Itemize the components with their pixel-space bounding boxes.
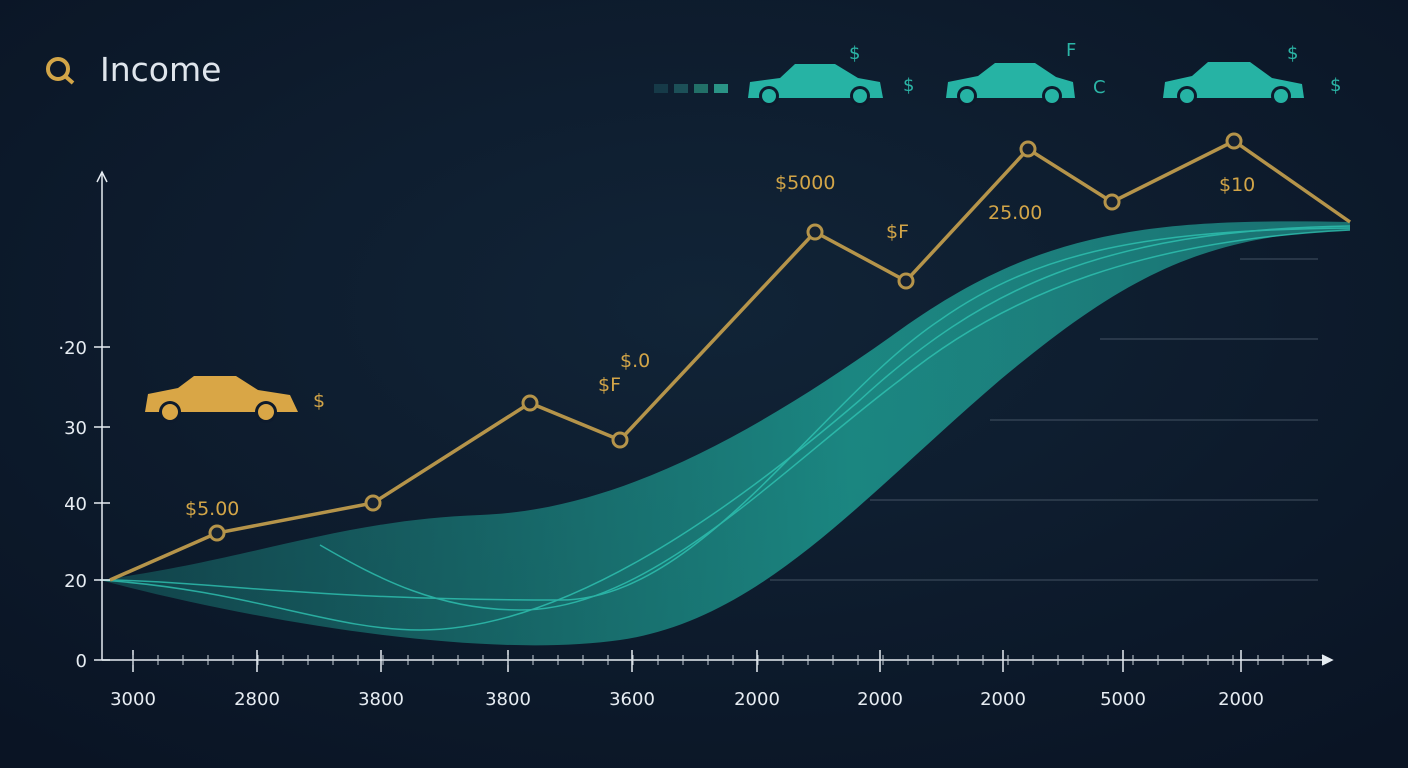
y-tick-label: 20 [64, 571, 87, 592]
x-tick-label: 3600 [609, 689, 655, 710]
x-tick-label: 2000 [734, 689, 780, 710]
teal-lines [99, 225, 1351, 631]
legend-label: C [1093, 77, 1106, 98]
annotation: 25.00 [988, 202, 1042, 224]
legend-dash [714, 84, 728, 93]
x-tick-label: 2800 [234, 689, 280, 710]
marker [1103, 193, 1121, 211]
teal-curve [319, 229, 1351, 611]
x-tick-label: 2000 [980, 689, 1026, 710]
legend-label: $ [903, 75, 914, 96]
search-icon-handle [63, 74, 75, 85]
grid [770, 258, 1318, 581]
y-tick-label: 40 [64, 494, 87, 515]
title: Income [100, 50, 221, 89]
annotation: $F [886, 221, 909, 243]
x-tick-label: 3000 [110, 689, 156, 710]
teal-curve [99, 225, 1351, 631]
marker [611, 431, 629, 449]
y-tick-label: 0 [76, 651, 87, 672]
y-tick-label: ·20 [58, 338, 87, 359]
gold-markers [208, 132, 1243, 542]
x-tick-label: 3800 [485, 689, 531, 710]
x-tick-label: 2000 [1218, 689, 1264, 710]
x-tick-label: 2000 [857, 689, 903, 710]
legend-label: $ [1287, 43, 1298, 64]
marker [897, 272, 915, 290]
teal-curve [99, 227, 1351, 601]
legend-label: $ [849, 43, 860, 64]
legend-dash [694, 84, 708, 93]
car-icon [748, 64, 883, 106]
car-icon [145, 376, 298, 423]
marker [1225, 132, 1243, 150]
teal-area [100, 221, 1350, 646]
legend-label: $ [1330, 75, 1341, 96]
y-arrow [96, 170, 108, 183]
legend: $ $ F C $ $ [654, 40, 1341, 106]
annotation: $5000 [775, 172, 835, 194]
marker [208, 524, 226, 542]
car-icon [1163, 62, 1304, 106]
annotation: $ [313, 390, 325, 412]
legend-dash [674, 84, 688, 93]
marker [806, 223, 824, 241]
marker [521, 394, 539, 412]
axes [96, 170, 1334, 666]
legend-label: F [1066, 40, 1076, 61]
annotation: $F [598, 374, 621, 396]
legend-dash [654, 84, 668, 93]
marker [364, 494, 382, 512]
annotation: $10 [1219, 174, 1255, 196]
car-icon [946, 63, 1075, 106]
marker [1019, 140, 1037, 158]
search-icon [46, 57, 70, 81]
annotation: $.0 [620, 350, 650, 372]
y-tick-label: 30 [64, 418, 87, 439]
annotation: $5.00 [185, 498, 239, 520]
x-tick-label: 3800 [358, 689, 404, 710]
x-tick-label: 5000 [1100, 689, 1146, 710]
x-arrow [1321, 654, 1334, 666]
